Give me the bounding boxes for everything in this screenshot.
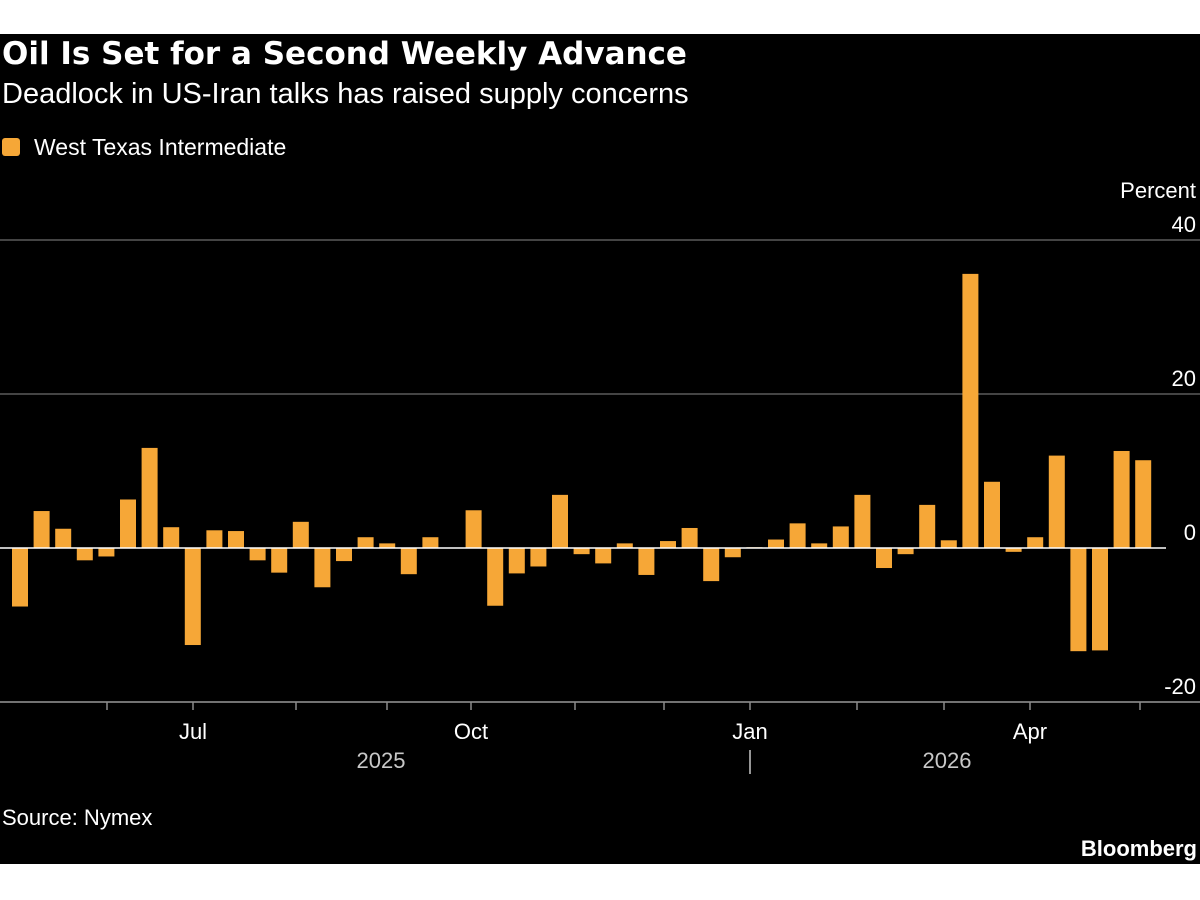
bar [336, 548, 352, 562]
bar [876, 548, 892, 569]
x-axis: Jul Oct Jan Apr 2025 2026 [0, 701, 1200, 774]
bar [854, 494, 871, 548]
bar [508, 548, 525, 574]
bar [638, 548, 655, 575]
bar [314, 548, 331, 588]
bar [530, 548, 547, 567]
legend-swatch [2, 138, 20, 156]
bar [163, 527, 180, 548]
bar [1048, 455, 1065, 548]
chart: Oil Is Set for a Second Weekly Advance D… [0, 36, 1200, 861]
bar [206, 530, 223, 548]
x-tick-label: Oct [454, 719, 488, 744]
bar [897, 548, 914, 555]
bar [573, 548, 590, 555]
bar [1070, 548, 1087, 652]
year-label: 2026 [923, 748, 972, 773]
bar [962, 273, 979, 548]
bar [76, 548, 93, 561]
bar [681, 527, 698, 548]
bar [33, 511, 50, 548]
y-axis-label: Percent [1120, 178, 1196, 203]
bar [1113, 450, 1130, 548]
bar [616, 543, 633, 548]
bar [789, 523, 806, 548]
bar [465, 510, 482, 548]
bar [811, 543, 828, 548]
bar [1135, 460, 1152, 548]
bar [120, 499, 136, 548]
bar [271, 548, 288, 573]
bars [12, 273, 1152, 652]
bar [1005, 548, 1022, 552]
bar [768, 539, 784, 548]
bar [98, 548, 115, 557]
bar [12, 548, 28, 607]
bar [422, 537, 439, 548]
bar [400, 548, 417, 575]
bloomberg-logo: Bloomberg [1081, 836, 1197, 861]
bar [292, 521, 309, 548]
x-tick-label: Jan [732, 719, 767, 744]
bar [660, 541, 676, 548]
gridlines [0, 239, 1200, 703]
bar [832, 526, 849, 548]
y-tick-labels: 40 20 0 -20 [1164, 212, 1196, 699]
y-tick-label: 20 [1172, 366, 1196, 391]
bar [1027, 537, 1044, 548]
y-tick-label: 0 [1184, 520, 1196, 545]
bar [919, 504, 936, 548]
bar [249, 548, 266, 561]
chart-subtitle: Deadlock in US-Iran talks has raised sup… [2, 78, 689, 110]
y-tick-label: -20 [1164, 674, 1196, 699]
bar [228, 531, 244, 548]
bar [184, 548, 201, 646]
legend-label: West Texas Intermediate [34, 134, 286, 160]
y-tick-label: 40 [1172, 212, 1196, 237]
bar [55, 528, 72, 548]
bar [1092, 548, 1108, 651]
bar [703, 548, 720, 582]
bar [357, 537, 374, 548]
bar [984, 481, 1000, 548]
bar [724, 548, 741, 558]
bar [595, 548, 612, 564]
bar [940, 540, 957, 548]
x-tick-label: Jul [179, 719, 207, 744]
bar [487, 548, 504, 606]
bar [141, 447, 158, 548]
chart-title: Oil Is Set for a Second Weekly Advance [2, 36, 687, 72]
source-note: Source: Nymex [2, 805, 152, 830]
chart-panel: Oil Is Set for a Second Weekly Advance D… [0, 34, 1200, 864]
x-tick-label: Apr [1013, 719, 1047, 744]
year-label: 2025 [357, 748, 406, 773]
bar [379, 543, 396, 548]
bar [552, 494, 568, 548]
